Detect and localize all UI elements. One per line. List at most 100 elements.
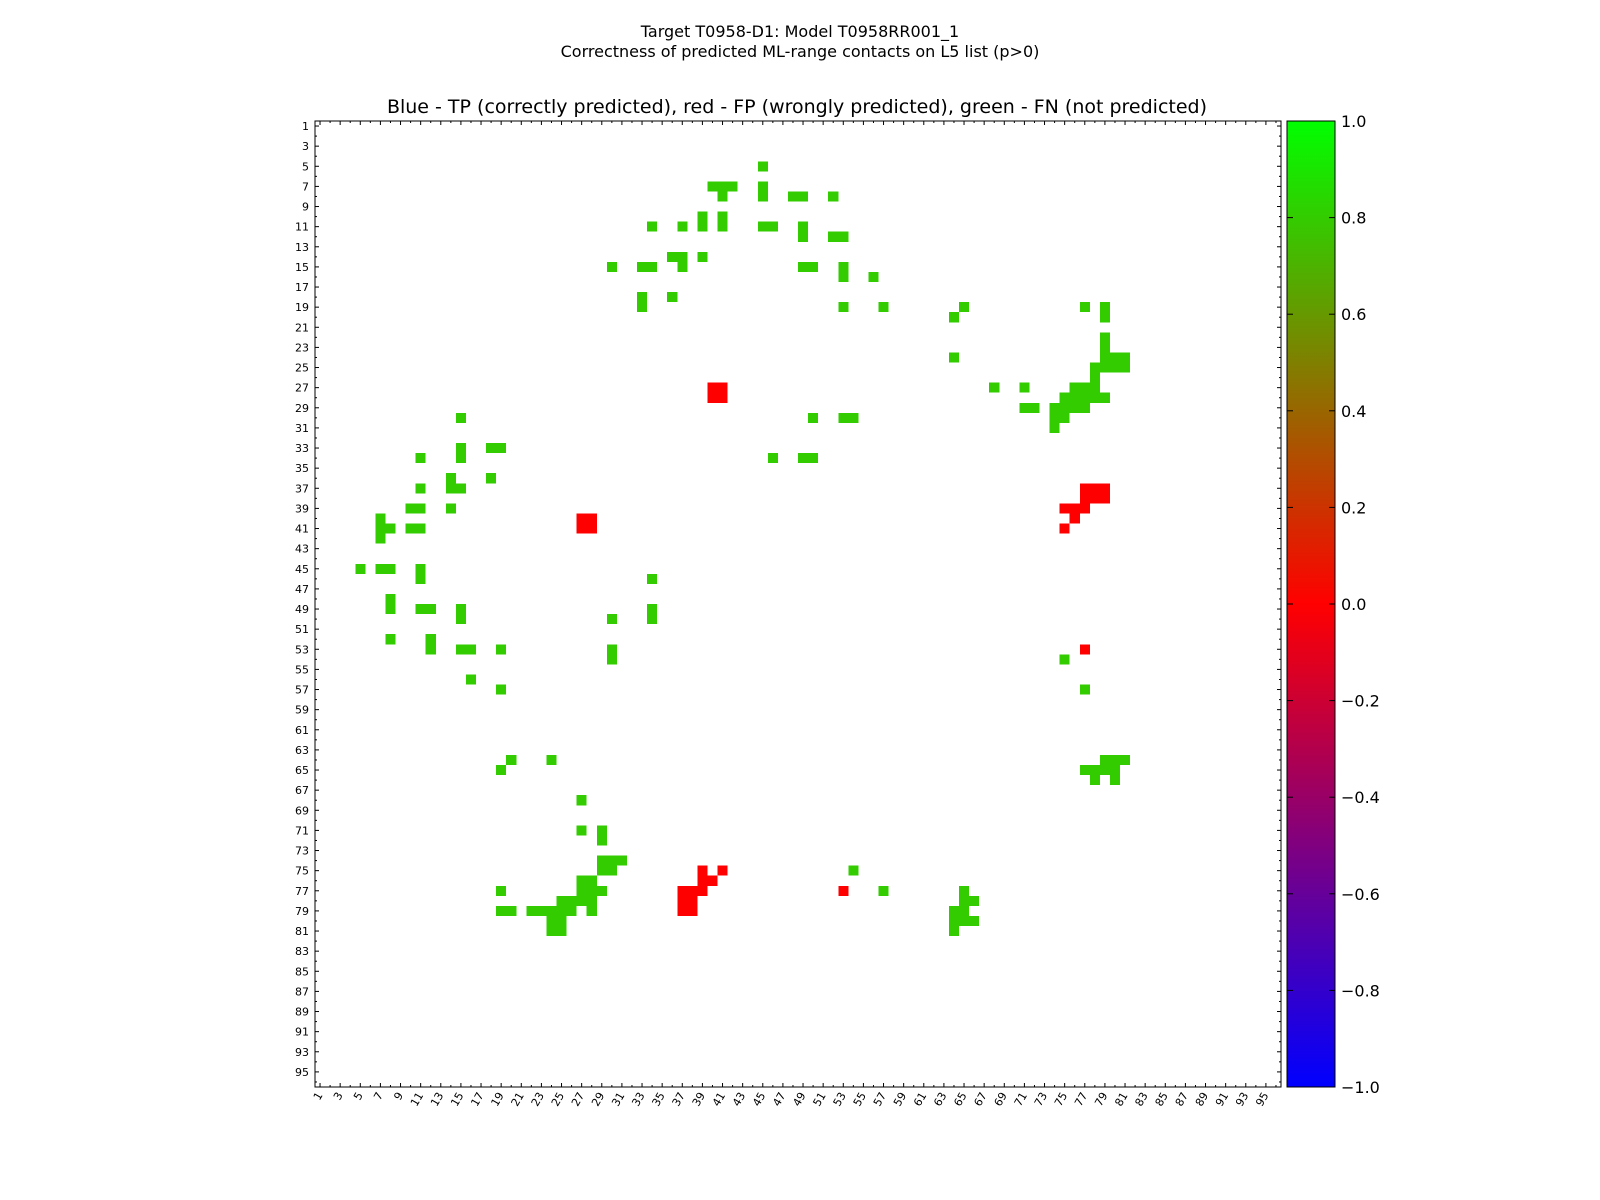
fn-cell — [948, 352, 959, 363]
fp-cell — [576, 513, 587, 524]
x-tick-label: 51 — [810, 1090, 828, 1109]
fn-cell — [1019, 402, 1030, 413]
y-tick-label: 39 — [295, 502, 309, 515]
figure-title: Target T0958-D1: Model T0958RR001_1 Corr… — [0, 22, 1600, 62]
fn-cell — [496, 905, 507, 916]
fn-cell — [385, 523, 396, 534]
fn-cell — [838, 271, 849, 282]
fn-cell — [606, 644, 617, 655]
plot-frame — [314, 120, 1282, 1088]
fn-cell — [787, 191, 798, 202]
fn-cell — [355, 563, 366, 574]
fn-cell — [415, 503, 426, 514]
y-tick-label: 21 — [295, 321, 309, 334]
y-tick-label: 81 — [295, 925, 309, 938]
x-tick-label: 95 — [1253, 1090, 1271, 1109]
fn-cell — [959, 302, 970, 313]
fn-cell — [445, 473, 456, 484]
colorbar: 1.0 0.8 0.6 0.4 0.2 0.0 −0.2 −0.4 −0.6 −0.8 −1.0 — [1286, 112, 1380, 1097]
fn-cell — [1029, 402, 1040, 413]
fn-cell — [647, 604, 658, 615]
fn-cell — [1099, 302, 1110, 313]
fp-cell — [838, 885, 849, 896]
colorbar-gradient — [1286, 120, 1336, 1088]
fp-cell — [1079, 493, 1090, 504]
colorbar-tick-label: 0.8 — [1341, 209, 1366, 228]
fn-cell — [798, 221, 809, 232]
fn-cell — [415, 483, 426, 494]
fn-cell — [526, 905, 537, 916]
y-tick-label: 55 — [295, 663, 309, 676]
y-tick-label: 5 — [302, 160, 309, 173]
fn-cell — [647, 573, 658, 584]
fn-cell — [717, 211, 728, 222]
fn-cell — [576, 895, 587, 906]
fn-cell — [697, 221, 708, 232]
fn-cell — [606, 855, 617, 866]
fp-cell — [697, 865, 708, 876]
fn-cell — [586, 875, 597, 886]
fn-cell — [1049, 412, 1060, 423]
x-tick-label: 63 — [931, 1090, 949, 1109]
fn-cell — [1120, 362, 1131, 373]
fn-cell — [586, 885, 597, 896]
fn-cell — [798, 231, 809, 242]
y-tick-label: 19 — [295, 301, 309, 314]
fn-cell — [375, 533, 386, 544]
fn-cell — [808, 412, 819, 423]
fn-cell — [1049, 402, 1060, 413]
fn-cell — [1059, 654, 1070, 665]
fp-cell — [1059, 503, 1070, 514]
axis-ticks: 1357911131517192123252729313335373941434… — [295, 120, 1281, 1109]
fp-cell — [1069, 503, 1080, 514]
fn-cell — [1079, 382, 1090, 393]
fn-cell — [1109, 352, 1120, 363]
fn-cell — [948, 905, 959, 916]
fn-cell — [1059, 392, 1070, 403]
fn-cell — [1059, 412, 1070, 423]
fn-cell — [415, 523, 426, 534]
fn-cell — [405, 503, 416, 514]
x-tick-label: 31 — [609, 1090, 627, 1109]
fn-cell — [496, 644, 507, 655]
fn-cell — [1099, 332, 1110, 343]
fp-cell — [717, 865, 728, 876]
y-tick-label: 63 — [295, 744, 309, 757]
fn-cell — [1099, 754, 1110, 765]
fn-cell — [757, 161, 768, 172]
x-tick-label: 65 — [951, 1090, 969, 1109]
x-tick-label: 5 — [351, 1090, 366, 1103]
x-tick-label: 23 — [529, 1090, 547, 1109]
fn-cell — [465, 674, 476, 685]
fn-cell — [1069, 382, 1080, 393]
fn-cell — [767, 221, 778, 232]
y-tick-label: 89 — [295, 1006, 309, 1019]
y-tick-label: 79 — [295, 905, 309, 918]
x-tick-label: 89 — [1193, 1090, 1211, 1109]
fn-cell — [556, 926, 567, 937]
fn-cell — [828, 191, 839, 202]
fp-cell — [677, 905, 688, 916]
fn-cell — [848, 865, 859, 876]
x-tick-label: 71 — [1012, 1090, 1030, 1109]
fn-cell — [1079, 402, 1090, 413]
fn-cell — [616, 855, 627, 866]
y-tick-label: 93 — [295, 1046, 309, 1059]
fp-cell — [707, 382, 718, 393]
x-tick-label: 61 — [911, 1090, 929, 1109]
fn-cell — [425, 604, 436, 615]
fn-cell — [838, 302, 849, 313]
fp-cell — [1089, 483, 1100, 494]
fn-cell — [556, 915, 567, 926]
y-tick-label: 11 — [295, 221, 309, 234]
x-tick-label: 67 — [971, 1090, 989, 1109]
y-tick-label: 49 — [295, 603, 309, 616]
y-tick-label: 45 — [295, 563, 309, 576]
fn-cell — [989, 382, 1000, 393]
fn-cell — [566, 895, 577, 906]
y-tick-label: 7 — [302, 180, 309, 193]
title-line-2: Correctness of predicted ML-range contac… — [560, 42, 1040, 61]
fp-cell — [576, 523, 587, 534]
fn-cell — [798, 453, 809, 464]
x-tick-label: 19 — [488, 1090, 506, 1109]
